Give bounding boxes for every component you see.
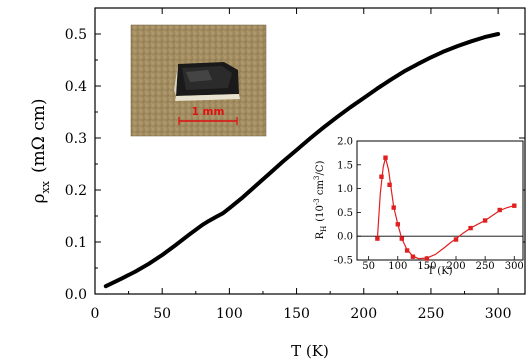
main-y-tick-label: 0.1 [65, 235, 87, 251]
main-y-label-symbol: ρ [29, 193, 49, 203]
hall-data-point [396, 222, 400, 226]
hall-data-point [405, 248, 409, 252]
inset-y-tick-label: 1.5 [337, 160, 353, 171]
main-x-tick-label: 300 [485, 306, 512, 322]
hall-data-point [387, 183, 391, 187]
main-y-tick-label: 0.3 [65, 131, 87, 147]
hall-data-point [392, 205, 396, 209]
inset-x-axis-label: T (K) [427, 266, 452, 277]
hall-data-point [383, 156, 387, 160]
hall-data-point [483, 218, 487, 222]
inset-y-label-unit-per-coulomb: /C) [315, 161, 326, 176]
inset-y-label-unit-cm: cm [315, 179, 326, 198]
inset-y-axis-label: RH(10-3 cm3/C) [313, 161, 328, 240]
inset-y-label-unit: (10 [315, 205, 326, 222]
main-x-tick-label: 200 [350, 306, 377, 322]
main-y-tick-label: 0.2 [65, 183, 87, 199]
hall-data-point [375, 236, 379, 240]
inset-y-tick-label: 0.0 [337, 232, 353, 243]
main-x-tick-label: 50 [153, 306, 171, 322]
hall-data-point [512, 204, 516, 208]
inset-y-label-subscript: H [320, 226, 328, 232]
main-x-tick-label: 100 [216, 306, 243, 322]
inset-y-tick-label: -0.5 [334, 256, 353, 267]
inset-y-tick-label: 2.0 [337, 137, 353, 148]
inset-y-tick-label: 0.5 [337, 208, 353, 219]
inset-y-tick-label: 1.0 [337, 184, 353, 195]
main-y-label-subscript: xx [39, 180, 52, 193]
inset-y-label-exponent: -3 [313, 198, 321, 205]
inset-x-tick-label: 250 [476, 261, 495, 272]
sample-photo: 1 mm [131, 25, 266, 136]
hall-data-point [379, 175, 383, 179]
crystal-sample [174, 62, 240, 101]
main-y-tick-label: 0.5 [65, 27, 87, 43]
main-y-tick-label: 0.0 [65, 287, 87, 303]
main-x-axis-label: T (K) [291, 342, 329, 360]
inset-plot-frame [357, 141, 523, 260]
hall-data-point [400, 236, 404, 240]
hall-data-point [454, 237, 458, 241]
inset-x-tick-label: 300 [505, 261, 524, 272]
main-y-tick-label: 0.4 [65, 79, 87, 95]
hall-data-point [498, 208, 502, 212]
scale-bar-label: 1 mm [192, 106, 225, 118]
main-x-tick-label: 150 [283, 306, 310, 322]
hall-data-point [411, 255, 415, 259]
inset-x-tick-label: 100 [388, 261, 407, 272]
svg-text:ρxx(mΩ cm): ρxx (mΩ cm) [29, 99, 52, 204]
inset-x-tick-label: 50 [362, 261, 375, 272]
main-x-tick-label: 250 [418, 306, 445, 322]
svg-text:RH(10-3 cm3/C): RH(10-3 cm3/C) [313, 161, 328, 240]
main-y-axis-label: ρxx (mΩ cm) [29, 99, 52, 204]
hall-data-point [468, 226, 472, 230]
main-x-tick-label: 0 [91, 306, 100, 322]
main-y-label-unit: (mΩ cm) [29, 99, 49, 174]
hall-data-point [425, 256, 429, 260]
